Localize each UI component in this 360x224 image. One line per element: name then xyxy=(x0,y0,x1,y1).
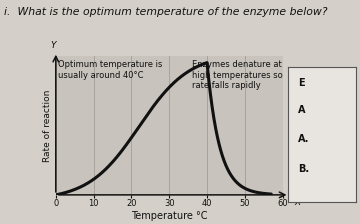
Text: B.: B. xyxy=(298,164,309,174)
Text: Y: Y xyxy=(51,41,56,50)
X-axis label: Temperature °C: Temperature °C xyxy=(131,211,207,221)
Y-axis label: Rate of reaction: Rate of reaction xyxy=(42,89,51,162)
Text: Enzymes denature at
high temperatures so
rate falls rapidly: Enzymes denature at high temperatures so… xyxy=(192,60,283,90)
Text: A: A xyxy=(298,105,306,115)
Text: Optimum temperature is
usually around 40°C: Optimum temperature is usually around 40… xyxy=(58,60,162,80)
Text: i.  What is the optimum temperature of the enzyme below?: i. What is the optimum temperature of th… xyxy=(4,7,327,17)
Text: E: E xyxy=(298,78,305,88)
Text: A.: A. xyxy=(298,134,310,144)
Text: X: X xyxy=(294,198,300,207)
